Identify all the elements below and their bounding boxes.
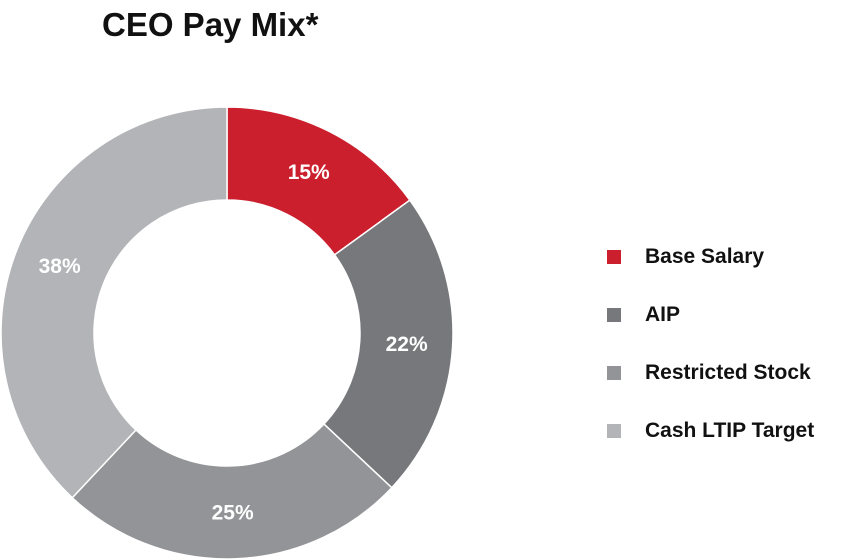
legend-label-base-salary: Base Salary [645,245,765,268]
data-label-cash-ltip-target: 38% [39,255,81,278]
donut-slice-cash-ltip-target [0,106,228,499]
legend-swatch-restricted-stock [607,366,621,380]
legend-swatch-base-salary [607,250,621,264]
data-label-aip: 22% [386,333,428,356]
legend-label-cash-ltip-target: Cash LTIP Target [645,419,815,442]
chart-legend: Base Salary AIP Restricted Stock Cash LT… [607,228,814,460]
legend-label-restricted-stock: Restricted Stock [645,361,811,384]
donut-slice-restricted-stock [71,422,393,560]
donut-slice-aip [322,199,454,489]
legend-item-restricted-stock: Restricted Stock [607,344,814,402]
data-label-restricted-stock: 25% [212,501,254,524]
legend-item-cash-ltip-target: Cash LTIP Target [607,402,814,460]
donut-chart: 15% 22% 25% 38% [0,106,454,560]
legend-item-base-salary: Base Salary [607,228,814,286]
data-label-base-salary: 15% [288,161,330,184]
legend-swatch-aip [607,308,621,322]
legend-label-aip: AIP [645,303,681,326]
legend-item-aip: AIP [607,286,814,344]
chart-title: CEO Pay Mix* [102,6,319,43]
legend-swatch-cash-ltip-target [607,424,621,438]
